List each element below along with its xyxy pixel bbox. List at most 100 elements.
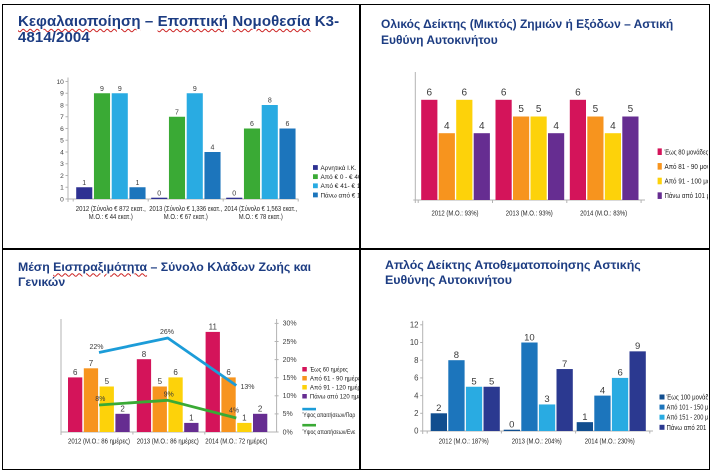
svg-text:6: 6 bbox=[427, 88, 433, 99]
svg-text:13%: 13% bbox=[241, 383, 255, 390]
svg-text:Έως 80 μονάδες: Έως 80 μονάδες bbox=[664, 147, 708, 156]
svg-text:2014 (Μ.Ο.: 230%): 2014 (Μ.Ο.: 230%) bbox=[585, 436, 635, 445]
svg-text:Αρνητικά Ι.Κ.: Αρνητικά Ι.Κ. bbox=[321, 164, 357, 172]
svg-text:10%: 10% bbox=[283, 393, 297, 400]
svg-text:5: 5 bbox=[489, 376, 494, 387]
svg-text:26%: 26% bbox=[160, 328, 174, 335]
svg-text:22%: 22% bbox=[89, 344, 103, 351]
svg-text:8: 8 bbox=[268, 98, 272, 105]
svg-text:7: 7 bbox=[562, 358, 567, 369]
svg-text:25%: 25% bbox=[283, 338, 297, 345]
svg-text:10: 10 bbox=[56, 79, 64, 86]
svg-text:Από 151 - 200 μο: Από 151 - 200 μο bbox=[667, 413, 709, 421]
svg-text:5: 5 bbox=[471, 376, 476, 387]
svg-text:5%: 5% bbox=[283, 411, 293, 418]
svg-text:9: 9 bbox=[635, 341, 640, 352]
svg-text:Μ.Ο.: € 44 εκατ.): Μ.Ο.: € 44 εκατ.) bbox=[89, 214, 133, 221]
svg-text:5: 5 bbox=[628, 104, 634, 115]
svg-text:Από € 41- € 1: Από € 41- € 1 bbox=[321, 182, 360, 190]
svg-text:Μ.Ο.: € 78 εκατ.): Μ.Ο.: € 78 εκατ.) bbox=[239, 214, 283, 221]
svg-text:0: 0 bbox=[232, 190, 236, 197]
svg-text:6: 6 bbox=[617, 367, 622, 378]
svg-text:4: 4 bbox=[600, 385, 605, 396]
svg-text:4: 4 bbox=[610, 121, 616, 132]
svg-text:2014 (Μ.Ο.: 83%): 2014 (Μ.Ο.: 83%) bbox=[580, 208, 627, 217]
svg-text:6: 6 bbox=[414, 373, 418, 382]
svg-text:2012 (Μ.Ο.: 187%): 2012 (Μ.Ο.: 187%) bbox=[439, 436, 489, 445]
svg-text:10: 10 bbox=[524, 332, 535, 343]
svg-text:0%: 0% bbox=[283, 429, 293, 436]
svg-text:7: 7 bbox=[89, 359, 94, 368]
svg-text:6: 6 bbox=[73, 368, 78, 377]
svg-text:15%: 15% bbox=[283, 375, 297, 382]
svg-text:1: 1 bbox=[582, 411, 587, 422]
svg-text:6: 6 bbox=[173, 368, 178, 377]
svg-text:5: 5 bbox=[105, 377, 110, 386]
svg-text:8%: 8% bbox=[95, 395, 105, 402]
svg-text:6: 6 bbox=[286, 121, 290, 128]
svg-text:3: 3 bbox=[544, 394, 549, 405]
svg-text:Έως 60 ημέρες: Έως 60 ημέρες bbox=[309, 365, 348, 373]
svg-text:9: 9 bbox=[118, 86, 122, 93]
svg-text:6: 6 bbox=[226, 368, 231, 377]
svg-text:6: 6 bbox=[501, 88, 507, 99]
svg-text:2: 2 bbox=[414, 409, 418, 418]
svg-text:Πάνω από 120 ημέ: Πάνω από 120 ημέ bbox=[310, 392, 359, 400]
svg-text:0: 0 bbox=[60, 196, 64, 203]
svg-text:2013 (Σύνολο € 1,336 εκατ.,: 2013 (Σύνολο € 1,336 εκατ., bbox=[149, 205, 222, 213]
svg-text:8: 8 bbox=[60, 102, 64, 109]
svg-text:Μ.Ο.: € 67 εκατ.): Μ.Ο.: € 67 εκατ.) bbox=[164, 214, 208, 221]
svg-text:3: 3 bbox=[60, 161, 64, 168]
svg-text:8: 8 bbox=[454, 350, 459, 361]
svg-text:2: 2 bbox=[60, 173, 64, 180]
svg-text:6: 6 bbox=[462, 88, 468, 99]
svg-text:12: 12 bbox=[410, 320, 419, 329]
svg-text:5: 5 bbox=[518, 104, 524, 115]
svg-text:0: 0 bbox=[157, 190, 161, 197]
svg-text:7: 7 bbox=[60, 114, 64, 121]
svg-text:5: 5 bbox=[60, 138, 64, 145]
svg-text:11: 11 bbox=[209, 322, 218, 331]
svg-text:9: 9 bbox=[100, 86, 104, 93]
svg-text:2012 (Μ.Ο.: 93%): 2012 (Μ.Ο.: 93%) bbox=[432, 208, 479, 217]
svg-text:1: 1 bbox=[242, 413, 247, 422]
svg-text:Πάνω από 101 μο: Πάνω από 101 μο bbox=[665, 191, 709, 200]
svg-text:2013 (Μ.Ο.: 93%): 2013 (Μ.Ο.: 93%) bbox=[506, 208, 553, 217]
svg-text:1: 1 bbox=[60, 185, 64, 192]
svg-text:8: 8 bbox=[414, 355, 418, 364]
svg-text:5: 5 bbox=[158, 377, 163, 386]
svg-text:Από 101 - 150 μο: Από 101 - 150 μο bbox=[667, 403, 709, 411]
svg-text:9%: 9% bbox=[164, 391, 174, 398]
svg-text:Από 91 - 100 μον: Από 91 - 100 μον bbox=[665, 177, 709, 186]
svg-text:4: 4 bbox=[60, 149, 64, 156]
svg-text:2013 (Μ.Ο.: 86 ημέρες): 2013 (Μ.Ο.: 86 ημέρες) bbox=[137, 437, 199, 445]
svg-text:Πάνω από 201 μ: Πάνω από 201 μ bbox=[667, 423, 709, 431]
svg-text:2014 (Σύνολο € 1,563 εκατ.,: 2014 (Σύνολο € 1,563 εκατ., bbox=[224, 205, 297, 213]
svg-text:Από 61 - 90 ημέρε: Από 61 - 90 ημέρε bbox=[310, 374, 359, 382]
svg-text:8: 8 bbox=[142, 349, 147, 358]
svg-text:Από € 0 - € 40: Από € 0 - € 40 bbox=[321, 173, 360, 181]
svg-text:Ύψος απαιτήσεων/Παρ: Ύψος απαιτήσεων/Παρ bbox=[302, 412, 355, 419]
svg-text:20%: 20% bbox=[283, 356, 297, 363]
svg-text:6: 6 bbox=[575, 88, 581, 99]
svg-text:2013 (Μ.Ο.: 204%): 2013 (Μ.Ο.: 204%) bbox=[512, 436, 562, 445]
svg-text:1: 1 bbox=[82, 180, 86, 187]
svg-text:9: 9 bbox=[60, 91, 64, 98]
svg-text:Από 91 - 120 ημέρ: Από 91 - 120 ημέρ bbox=[310, 383, 359, 391]
svg-text:2012 (Μ.Ο.: 86 ημέρες): 2012 (Μ.Ο.: 86 ημέρες) bbox=[68, 437, 130, 445]
svg-text:0: 0 bbox=[414, 426, 419, 435]
svg-text:4: 4 bbox=[211, 145, 215, 152]
svg-text:Ύψος απαιτήσεων/Ενε: Ύψος απαιτήσεων/Ενε bbox=[302, 429, 355, 436]
svg-text:Έως 100 μονάδε: Έως 100 μονάδε bbox=[666, 393, 708, 401]
svg-text:4: 4 bbox=[553, 121, 559, 132]
svg-text:4: 4 bbox=[414, 391, 419, 400]
svg-text:2: 2 bbox=[258, 404, 263, 413]
svg-text:4%: 4% bbox=[229, 407, 239, 414]
svg-text:1: 1 bbox=[136, 180, 140, 187]
svg-text:4: 4 bbox=[444, 121, 450, 132]
svg-text:6: 6 bbox=[250, 121, 254, 128]
svg-text:6: 6 bbox=[60, 126, 64, 133]
svg-text:1: 1 bbox=[189, 413, 194, 422]
svg-text:7: 7 bbox=[175, 109, 179, 116]
svg-text:5: 5 bbox=[536, 104, 542, 115]
